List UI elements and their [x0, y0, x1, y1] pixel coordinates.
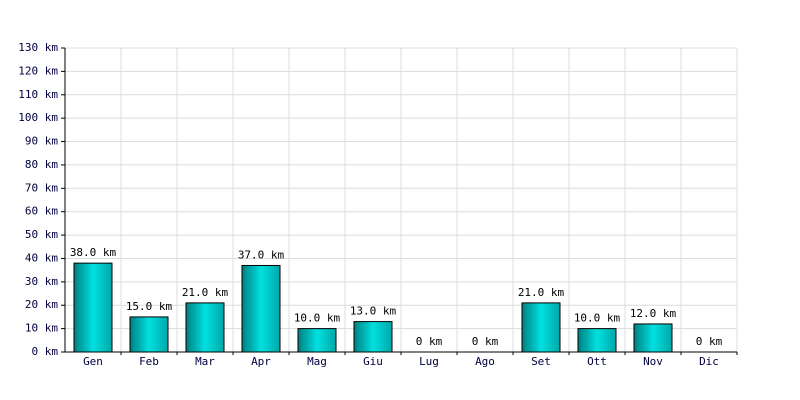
x-tick-label: Set: [531, 355, 551, 368]
y-tick-label: 40 km: [25, 251, 58, 264]
value-label: 37.0 km: [238, 248, 285, 261]
x-tick-label: Nov: [643, 355, 663, 368]
x-tick-label: Lug: [419, 355, 439, 368]
bar: [633, 323, 673, 353]
bar: [129, 316, 169, 353]
value-label: 0 km: [696, 335, 723, 348]
y-tick-label: 100 km: [18, 111, 58, 124]
y-tick-label: 60 km: [25, 205, 58, 218]
y-tick-label: 30 km: [25, 275, 58, 288]
value-label: 0 km: [472, 335, 499, 348]
y-tick-label: 10 km: [25, 322, 58, 335]
y-tick-label: 110 km: [18, 88, 58, 101]
bar: [577, 328, 617, 353]
x-tick-label: Ago: [475, 355, 495, 368]
value-label: 0 km: [416, 335, 443, 348]
y-tick-label: 80 km: [25, 158, 58, 171]
x-tick-label: Gen: [83, 355, 103, 368]
y-tick-label: 90 km: [25, 135, 58, 148]
x-tick-label: Dic: [699, 355, 719, 368]
value-label: 10.0 km: [574, 312, 621, 325]
y-tick-label: 20 km: [25, 298, 58, 311]
y-tick-label: 50 km: [25, 228, 58, 241]
y-tick-label: 70 km: [25, 181, 58, 194]
value-label: 12.0 km: [630, 307, 677, 320]
value-label: 15.0 km: [126, 300, 173, 313]
bar: [241, 264, 281, 353]
value-label: 10.0 km: [294, 312, 341, 325]
bar: [297, 328, 337, 353]
x-tick-label: Apr: [251, 355, 271, 368]
value-label: 21.0 km: [182, 286, 229, 299]
bar: [73, 262, 113, 353]
value-label: 21.0 km: [518, 286, 565, 299]
bar: [353, 321, 393, 353]
bar: [521, 302, 561, 353]
y-tick-label: 0 km: [32, 345, 59, 358]
value-label: 38.0 km: [70, 246, 117, 259]
x-tick-label: Ott: [587, 355, 607, 368]
y-tick-label: 120 km: [18, 64, 58, 77]
x-tick-label: Giu: [363, 355, 383, 368]
x-tick-label: Mag: [307, 355, 327, 368]
x-tick-label: Mar: [195, 355, 215, 368]
value-label: 13.0 km: [350, 305, 397, 318]
x-tick-label: Feb: [139, 355, 159, 368]
y-tick-label: 130 km: [18, 41, 58, 54]
bar: [185, 302, 225, 353]
